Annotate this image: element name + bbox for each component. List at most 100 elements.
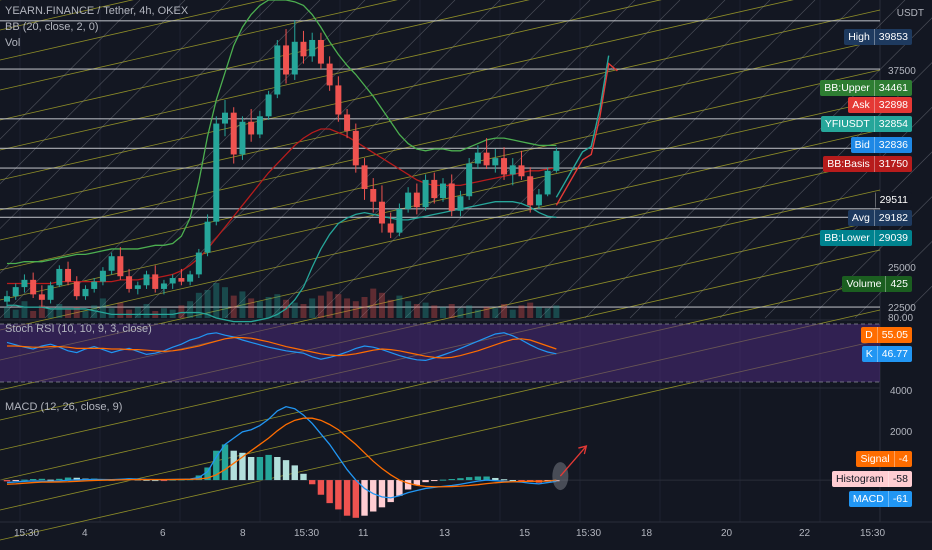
macd-histogram-bar bbox=[143, 479, 150, 481]
price-tag: BB:Upper 34461 bbox=[820, 80, 912, 96]
tag-name: YFIUSDT bbox=[824, 118, 870, 130]
volume-bar bbox=[457, 308, 464, 318]
volume-bar bbox=[431, 305, 438, 318]
volume-bar bbox=[265, 297, 272, 318]
candle-body bbox=[239, 121, 246, 155]
time-axis-label: 15:30 bbox=[294, 528, 320, 539]
time-axis-label: 18 bbox=[641, 528, 653, 539]
tag-name: Bid bbox=[854, 139, 870, 151]
time-axis-label: 13 bbox=[439, 528, 451, 539]
tag-name: Volume bbox=[846, 278, 882, 290]
volume-bar bbox=[518, 305, 525, 318]
time-axis-label: 8 bbox=[240, 528, 246, 539]
candle-body bbox=[274, 45, 281, 95]
macd-histogram-bar bbox=[518, 480, 525, 482]
candle-body bbox=[152, 274, 159, 289]
candle-body bbox=[213, 123, 220, 222]
projection-drawing bbox=[555, 62, 618, 206]
volume-bar bbox=[4, 306, 10, 318]
fan-line-steep bbox=[629, 17, 932, 319]
tag-value: -4 bbox=[893, 451, 912, 467]
tag-name: D bbox=[865, 329, 873, 341]
tag-value: 29039 bbox=[873, 230, 912, 246]
macd-histogram-bar bbox=[396, 480, 403, 496]
volume-bar bbox=[326, 291, 333, 318]
macd-histogram-bar bbox=[73, 477, 80, 481]
macd-histogram-bar bbox=[326, 480, 333, 504]
tag-value: 31750 bbox=[873, 156, 912, 172]
volume-bar bbox=[483, 306, 490, 318]
volume-bar bbox=[413, 304, 420, 318]
candle-body bbox=[405, 192, 412, 209]
tag-name: BB:Upper bbox=[824, 82, 870, 94]
volume-bar bbox=[466, 305, 473, 318]
volume-bar bbox=[544, 308, 551, 318]
candle-body bbox=[544, 170, 551, 195]
candle-body bbox=[483, 152, 490, 166]
currency-label: USDT bbox=[896, 8, 924, 19]
tag-value: 34461 bbox=[873, 80, 912, 96]
candle-body bbox=[4, 296, 10, 302]
macd-histogram-bar bbox=[3, 480, 11, 482]
volume-bar bbox=[248, 298, 255, 318]
candle-body bbox=[413, 192, 420, 208]
volume-bar bbox=[396, 295, 403, 318]
fan-line bbox=[0, 69, 881, 271]
macd-histogram-bar bbox=[239, 452, 246, 481]
symbol-legend[interactable]: YEARN.FINANCE / Tether, 4h, OKEX bbox=[5, 5, 189, 17]
candle-body bbox=[99, 270, 106, 282]
candle-body bbox=[56, 268, 63, 286]
macd-histogram-bar bbox=[500, 479, 508, 481]
bb-basis-line bbox=[7, 128, 557, 285]
volume-legend[interactable]: Vol bbox=[5, 37, 21, 49]
candle-body bbox=[143, 274, 150, 286]
volume-bar bbox=[352, 301, 359, 318]
stoch-tag: D 55.05 bbox=[861, 327, 912, 343]
macd-histogram-bar bbox=[317, 480, 325, 495]
tag-value: -61 bbox=[887, 491, 912, 507]
time-axis-label: 15:30 bbox=[14, 528, 40, 539]
candle-body bbox=[535, 194, 542, 206]
stoch-rsi-legend[interactable]: Stoch RSI (10, 10, 9, 3, close) bbox=[5, 323, 152, 335]
bb-upper-line bbox=[7, 0, 557, 265]
macd-histogram-bar bbox=[213, 450, 220, 481]
fan-line-steep bbox=[0, 0, 321, 319]
candle-body bbox=[160, 283, 167, 289]
macd-histogram-bar bbox=[335, 480, 342, 510]
macd-arrow-line bbox=[559, 445, 587, 477]
fan-line bbox=[0, 0, 530, 121]
volume-bar bbox=[492, 308, 499, 318]
volume-bar bbox=[501, 304, 508, 318]
candle-body bbox=[387, 223, 394, 233]
fan-line-steep bbox=[449, 0, 771, 319]
candle-body bbox=[117, 256, 124, 277]
time-axis-label: 15:30 bbox=[576, 528, 602, 539]
fan-line-steep bbox=[494, 0, 816, 319]
macd-histogram-bar bbox=[343, 480, 351, 516]
candle-body bbox=[448, 183, 455, 211]
macd-histogram-bar bbox=[12, 480, 19, 482]
macd-legend[interactable]: MACD (12, 26, close, 9) bbox=[5, 401, 123, 413]
volume-bar bbox=[440, 306, 446, 318]
macd-axis-label: 2000 bbox=[890, 427, 913, 438]
macd-histogram-bar bbox=[352, 480, 359, 518]
macd-histogram-bar bbox=[448, 479, 455, 481]
volume-bar bbox=[239, 291, 246, 318]
volume-bar bbox=[21, 301, 28, 318]
candle-body bbox=[178, 278, 185, 282]
candle-body bbox=[82, 288, 89, 297]
tag-name: Ask bbox=[852, 99, 870, 111]
volume-bar bbox=[117, 302, 124, 318]
bollinger-legend[interactable]: BB (20, close, 2, 0) bbox=[5, 21, 99, 33]
fan-line-steep bbox=[809, 196, 932, 319]
macd-histogram-bar bbox=[492, 477, 499, 481]
projection-drawing-green bbox=[555, 55, 610, 198]
bb-lower-line bbox=[7, 201, 557, 323]
volume-bar bbox=[47, 308, 54, 318]
macd-histogram-bar bbox=[160, 480, 168, 482]
volume-bar bbox=[73, 306, 80, 318]
volume-bar bbox=[178, 305, 185, 318]
volume-bar bbox=[213, 283, 220, 318]
